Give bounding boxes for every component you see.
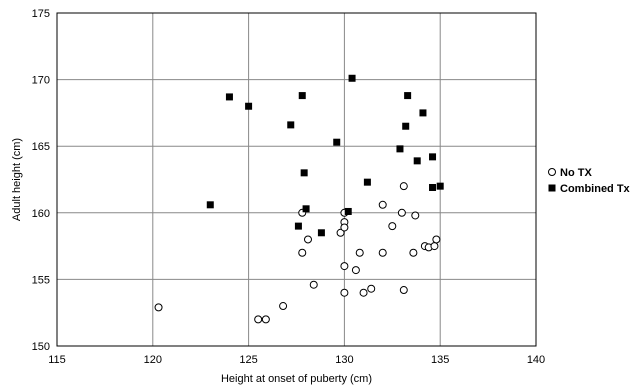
point-combined-tx [300, 169, 308, 177]
point-no-tx [309, 280, 318, 289]
point-no-tx [303, 235, 312, 244]
point-combined-tx [429, 183, 437, 191]
y-axis-title: Adult height (cm) [11, 138, 23, 221]
point-combined-tx [317, 229, 325, 237]
point-no-tx [355, 248, 364, 257]
point-no-tx [378, 248, 387, 257]
point-combined-tx [419, 109, 427, 117]
point-combined-tx [363, 178, 371, 186]
legend-item-no-tx: No TX [548, 167, 592, 179]
legend-marker-filled-square [548, 184, 556, 192]
point-no-tx [378, 200, 387, 209]
point-combined-tx [404, 92, 412, 100]
legend-marker-open-circle [548, 168, 556, 176]
point-combined-tx [298, 92, 306, 100]
data-points [154, 74, 444, 324]
point-combined-tx [225, 93, 233, 101]
point-combined-tx [436, 182, 444, 190]
y-tick-label: 160 [32, 208, 50, 220]
legend-item-combined-tx: Combined Tx [548, 183, 630, 195]
point-no-tx [432, 235, 441, 244]
point-combined-tx [429, 153, 437, 161]
point-no-tx [279, 302, 288, 311]
y-tick-label: 150 [32, 341, 50, 353]
point-no-tx [397, 208, 406, 217]
y-tick-label: 155 [32, 274, 50, 286]
x-tick-label: 120 [144, 354, 162, 366]
point-no-tx [409, 248, 418, 257]
point-no-tx [367, 284, 376, 293]
point-no-tx [254, 315, 263, 324]
legend-label-combined-tx: Combined Tx [560, 183, 630, 195]
point-combined-tx [294, 222, 302, 230]
point-combined-tx [344, 207, 352, 215]
point-combined-tx [206, 201, 214, 209]
point-no-tx [388, 222, 397, 231]
point-combined-tx [348, 74, 356, 82]
x-tick-label: 130 [335, 354, 353, 366]
plot-area [56, 12, 537, 347]
y-tick-label: 170 [32, 75, 50, 87]
x-axis-title: Height at onset of puberty (cm) [221, 373, 372, 385]
legend-label-no-tx: No TX [560, 167, 592, 179]
point-no-tx [430, 242, 439, 251]
axis-ticks: 115 120 125 130 135 140 150 155 160 165 170 175 [32, 8, 546, 366]
point-no-tx [399, 286, 408, 295]
point-no-tx [411, 211, 420, 220]
x-tick-label: 115 [48, 354, 66, 366]
point-no-tx [340, 288, 349, 297]
x-tick-label: 135 [431, 354, 449, 366]
point-no-tx [261, 315, 270, 324]
point-combined-tx [396, 145, 404, 153]
point-no-tx [351, 266, 360, 275]
point-combined-tx [333, 138, 341, 146]
legend: No TX Combined Tx [548, 167, 630, 195]
point-no-tx [154, 303, 163, 312]
point-no-tx [336, 228, 345, 237]
y-tick-label: 165 [32, 141, 50, 153]
grid [56, 12, 537, 347]
x-tick-label: 140 [527, 354, 545, 366]
point-combined-tx [402, 122, 410, 130]
point-combined-tx [302, 205, 310, 213]
x-tick-label: 125 [239, 354, 257, 366]
point-no-tx [340, 262, 349, 271]
point-combined-tx [287, 121, 295, 129]
point-no-tx [399, 182, 408, 191]
point-combined-tx [245, 102, 253, 110]
point-combined-tx [413, 157, 421, 165]
point-no-tx [359, 288, 368, 297]
point-no-tx [340, 223, 349, 232]
y-tick-label: 175 [32, 8, 50, 20]
point-no-tx [298, 248, 307, 257]
